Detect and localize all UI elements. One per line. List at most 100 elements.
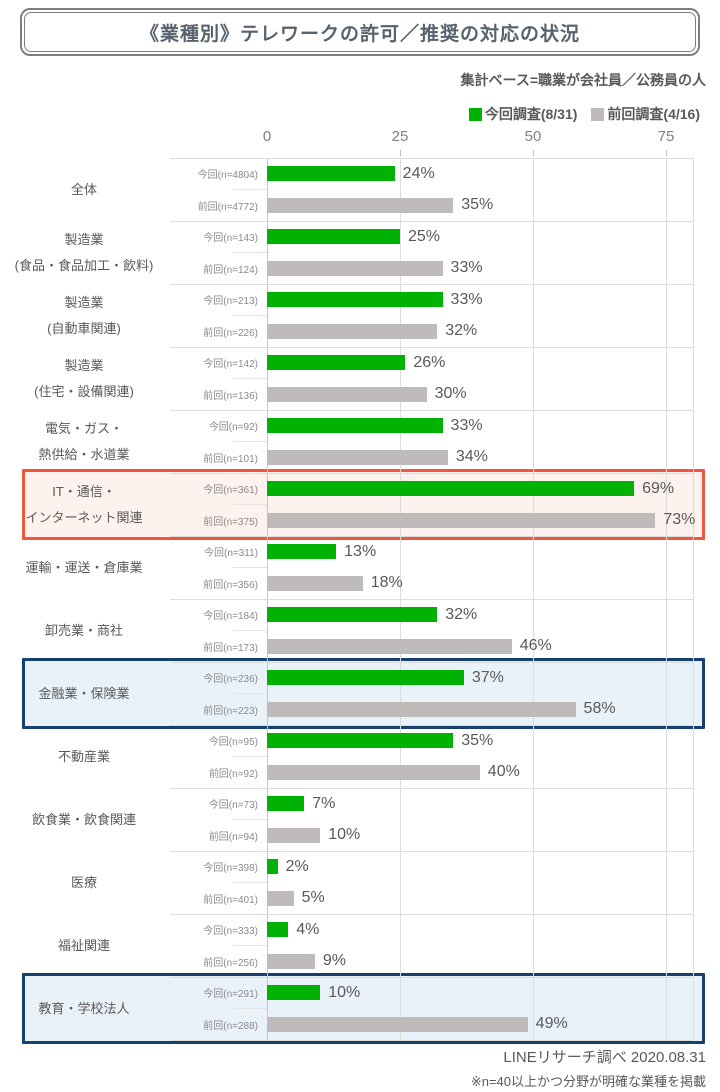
sample-size-label: 今回(n=236) <box>203 674 258 686</box>
legend-item-current: 今回調査(8/31) <box>468 104 577 124</box>
value-label: 2% <box>285 857 309 875</box>
x-axis-tick-mark <box>533 150 534 156</box>
group-separator <box>170 851 693 852</box>
legend-label-previous: 前回調査(4/16) <box>607 106 700 122</box>
category-label-line: (自動車関連) <box>47 320 121 336</box>
category-group-row: 卸売業・商社 今回(n=184) 32% 前回(n=173) 46% <box>0 599 720 662</box>
bar-pair-separator <box>233 945 267 946</box>
bar-pair-separator <box>233 882 267 883</box>
sample-size-label: 前回(n=356) <box>203 579 258 591</box>
highlight-box-blue <box>22 973 705 1044</box>
sample-size-label: 前回(n=226) <box>203 327 258 339</box>
value-label: 35% <box>461 196 494 214</box>
sample-size-label: 今回(n=142) <box>203 359 258 371</box>
category-label-line: 製造業 <box>64 294 104 310</box>
category-label-line: 電気・ガス・ <box>44 420 123 436</box>
category-label-line: (住宅・設備関連) <box>34 383 134 399</box>
value-label: 73% <box>663 511 696 529</box>
legend-item-previous: 前回調査(4/16) <box>591 104 700 124</box>
bar-row-current: 今回(n=95) 35% <box>0 725 720 757</box>
value-label: 30% <box>434 385 467 403</box>
sample-size-label: 今回(n=184) <box>203 611 258 623</box>
current-survey-bar <box>267 166 395 182</box>
legend-swatch-current-icon <box>468 107 482 121</box>
group-separator <box>170 158 693 159</box>
group-separator <box>170 473 693 474</box>
title-box-inner: 《業種別》テレワークの許可／推奨の対応の状況 <box>24 12 696 52</box>
bar-pair-separator <box>233 378 267 379</box>
sample-size-label: 今回(n=291) <box>203 989 258 1001</box>
bar-row-current: 今回(n=398) 2% <box>0 851 720 883</box>
chart-bottom-border <box>170 1040 693 1041</box>
group-separator <box>170 725 693 726</box>
sample-size-label: 今回(n=4804) <box>197 170 258 182</box>
sample-size-label: 前回(n=94) <box>208 831 258 843</box>
bar-row-current: 今回(n=236) 37% <box>0 662 720 694</box>
current-survey-bar <box>267 607 438 623</box>
category-group-row: IT・通信・ インターネット関連 今回(n=361) 69% 前回(n=375) 73% <box>0 473 720 536</box>
current-survey-bar <box>267 985 321 1001</box>
sample-size-label: 今回(n=95) <box>208 737 258 749</box>
bar-row-previous: 前回(n=4772) 35% <box>0 190 720 222</box>
value-label: 24% <box>402 164 435 182</box>
previous-survey-bar <box>267 512 656 528</box>
bar-pair-separator <box>233 819 267 820</box>
group-separator <box>170 536 693 537</box>
x-axis-tick-label: 75 <box>657 128 675 145</box>
sample-size-label: 前回(n=223) <box>203 705 258 717</box>
sample-size-label: 今回(n=213) <box>203 296 258 308</box>
bar-row-previous: 前回(n=375) 73% <box>0 505 720 537</box>
bar-row-current: 今回(n=311) 13% <box>0 536 720 568</box>
bar-pair-separator <box>233 504 267 505</box>
previous-survey-bar <box>267 827 321 843</box>
group-separator <box>170 914 693 915</box>
category-label: 電気・ガス・ 熱供給・水道業 <box>0 410 168 473</box>
bar-row-current: 今回(n=333) 4% <box>0 914 720 946</box>
sample-size-label: 前回(n=4772) <box>197 201 258 213</box>
current-survey-bar <box>267 229 400 245</box>
category-label: IT・通信・ インターネット関連 <box>0 473 168 536</box>
category-group-row: 金融業・保険業 今回(n=236) 37% 前回(n=223) 58% <box>0 662 720 725</box>
category-group-row: 製造業 (自動車関連) 今回(n=213) 33% 前回(n=226) 32% <box>0 284 720 347</box>
bar-row-current: 今回(n=361) 69% <box>0 473 720 505</box>
legend: 今回調査(8/31) 前回調査(4/16) <box>468 104 700 124</box>
value-label: 37% <box>471 668 504 686</box>
bar-row-previous: 前回(n=101) 34% <box>0 442 720 474</box>
category-label-line: 福祉関連 <box>57 937 110 953</box>
bar-pair-separator <box>233 1008 267 1009</box>
group-separator <box>170 788 693 789</box>
category-label-line: 製造業 <box>64 231 104 247</box>
current-survey-bar <box>267 481 635 497</box>
sample-size-label: 前回(n=136) <box>203 390 258 402</box>
value-label: 46% <box>519 637 552 655</box>
bar-row-current: 今回(n=73) 7% <box>0 788 720 820</box>
previous-survey-bar <box>267 890 294 906</box>
sample-size-label: 前回(n=124) <box>203 264 258 276</box>
category-label-line: 教育・学校法人 <box>38 1000 130 1016</box>
bar-row-previous: 前回(n=94) 10% <box>0 820 720 852</box>
title-box: 《業種別》テレワークの許可／推奨の対応の状況 <box>20 8 700 56</box>
previous-survey-bar <box>267 323 438 339</box>
previous-survey-bar <box>267 701 576 717</box>
sample-size-label: 今回(n=143) <box>203 233 258 245</box>
x-axis-tick-label: 25 <box>391 128 409 145</box>
previous-survey-bar <box>267 764 480 780</box>
bar-pair-separator <box>233 189 267 190</box>
group-separator <box>170 977 693 978</box>
category-label-line: 飲食業・飲食関連 <box>31 811 136 827</box>
value-label: 58% <box>583 700 616 718</box>
previous-survey-bar <box>267 575 363 591</box>
sample-size-label: 前回(n=173) <box>203 642 258 654</box>
highlight-box-red <box>22 469 705 540</box>
category-label-line: 全体 <box>70 181 97 197</box>
category-group-row: 製造業 (食品・食品加工・飲料) 今回(n=143) 25% 前回(n=124) 33% <box>0 221 720 284</box>
x-axis-tick-label: 0 <box>262 128 272 145</box>
bar-row-previous: 前回(n=223) 58% <box>0 694 720 726</box>
value-label: 40% <box>487 763 520 781</box>
current-survey-bar <box>267 544 337 560</box>
source-credit: LINEリサーチ調べ 2020.08.31 <box>503 1049 706 1066</box>
category-label-line: 不動産業 <box>57 748 110 764</box>
footnote: ※n=40以上かつ分野が明確な業種を掲載 <box>470 1074 706 1089</box>
category-label: 不動産業 <box>0 725 168 788</box>
